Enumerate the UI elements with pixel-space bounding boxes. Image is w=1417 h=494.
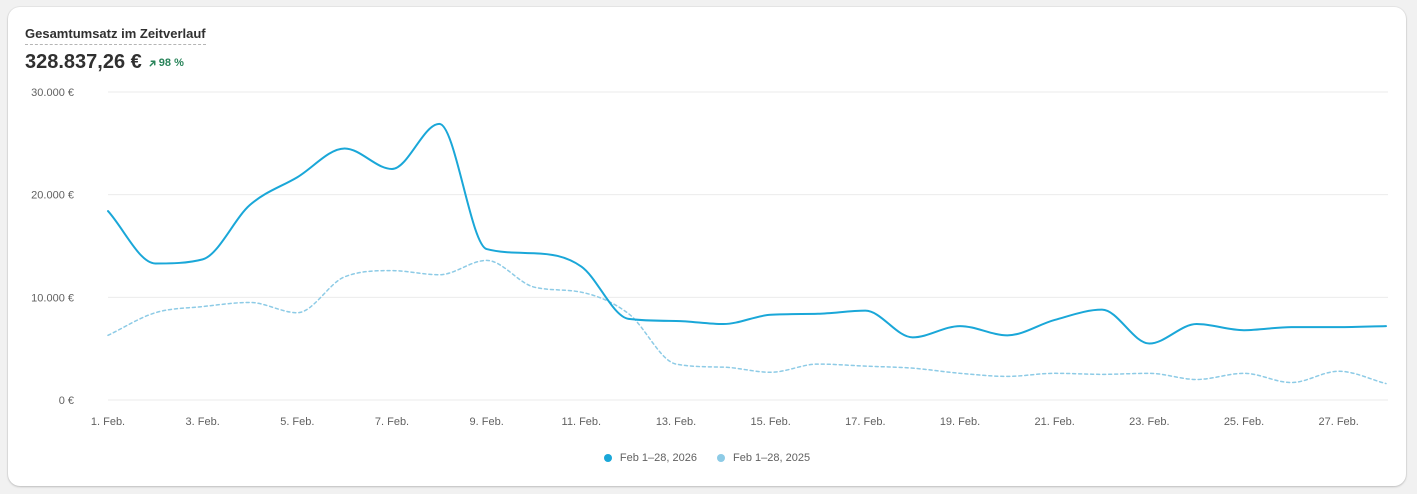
- x-tick-label: 25. Feb.: [1224, 416, 1264, 428]
- legend-item-previous[interactable]: Feb 1–28, 2025: [717, 452, 810, 464]
- line-chart: 0 € 10.000 € 20.000 € 30.000 € 1. Feb. 3. Fe…: [31, 87, 1388, 428]
- x-tick-label: 21. Feb.: [1034, 416, 1074, 428]
- x-tick-label: 11. Feb.: [562, 416, 602, 428]
- x-tick-label: 7. Feb.: [375, 416, 409, 428]
- x-tick-label: 27. Feb.: [1318, 416, 1358, 428]
- y-tick-label: 0 €: [59, 395, 74, 407]
- y-tick-label: 20.000 €: [31, 190, 74, 202]
- x-tick-label: 1. Feb.: [91, 416, 125, 428]
- legend-dot-previous: [717, 454, 725, 462]
- y-axis-labels: 0 € 10.000 € 20.000 € 30.000 €: [31, 87, 74, 407]
- x-tick-label: 9. Feb.: [470, 416, 504, 428]
- y-tick-label: 10.000 €: [31, 292, 74, 304]
- total-sales-value: 328.837,26 €: [25, 51, 142, 73]
- x-axis-labels: 1. Feb. 3. Feb. 5. Feb. 7. Feb. 9. Feb. 11. F…: [91, 416, 1359, 428]
- legend-item-current[interactable]: Feb 1–28, 2026: [603, 452, 697, 464]
- x-tick-label: 15. Feb.: [750, 416, 790, 428]
- change-badge: 98 %: [148, 57, 184, 69]
- x-tick-label: 23. Feb.: [1129, 416, 1169, 428]
- x-tick-label: 3. Feb.: [186, 416, 220, 428]
- card-title[interactable]: Gesamtumsatz im Zeitverlauf: [25, 26, 206, 45]
- gridlines: [108, 91, 1388, 401]
- x-tick-label: 13. Feb.: [656, 416, 696, 428]
- legend-dot-current: [603, 454, 612, 462]
- x-tick-label: 17. Feb.: [845, 416, 885, 428]
- chart-legend: Feb 1–28, 2026 Feb 1–28, 2025: [8, 452, 1406, 464]
- y-tick-label: 30.000 €: [31, 87, 74, 99]
- x-tick-label: 5. Feb.: [280, 416, 314, 428]
- legend-label-previous: Feb 1–28, 2025: [733, 452, 811, 464]
- legend-label-current: Feb 1–28, 2026: [619, 452, 697, 464]
- series-line-current[interactable]: [107, 122, 1387, 345]
- series-line-previous[interactable]: [107, 259, 1387, 385]
- x-tick-label: 19. Feb.: [940, 416, 980, 428]
- arrow-up-right-icon: [148, 59, 157, 68]
- series-lines: [107, 122, 1387, 385]
- total-row: 328.837,26 € 98 %: [25, 50, 184, 74]
- change-value: 98 %: [158, 57, 184, 69]
- sales-over-time-card: Gesamtumsatz im Zeitverlauf 328.837,26 €…: [8, 7, 1406, 486]
